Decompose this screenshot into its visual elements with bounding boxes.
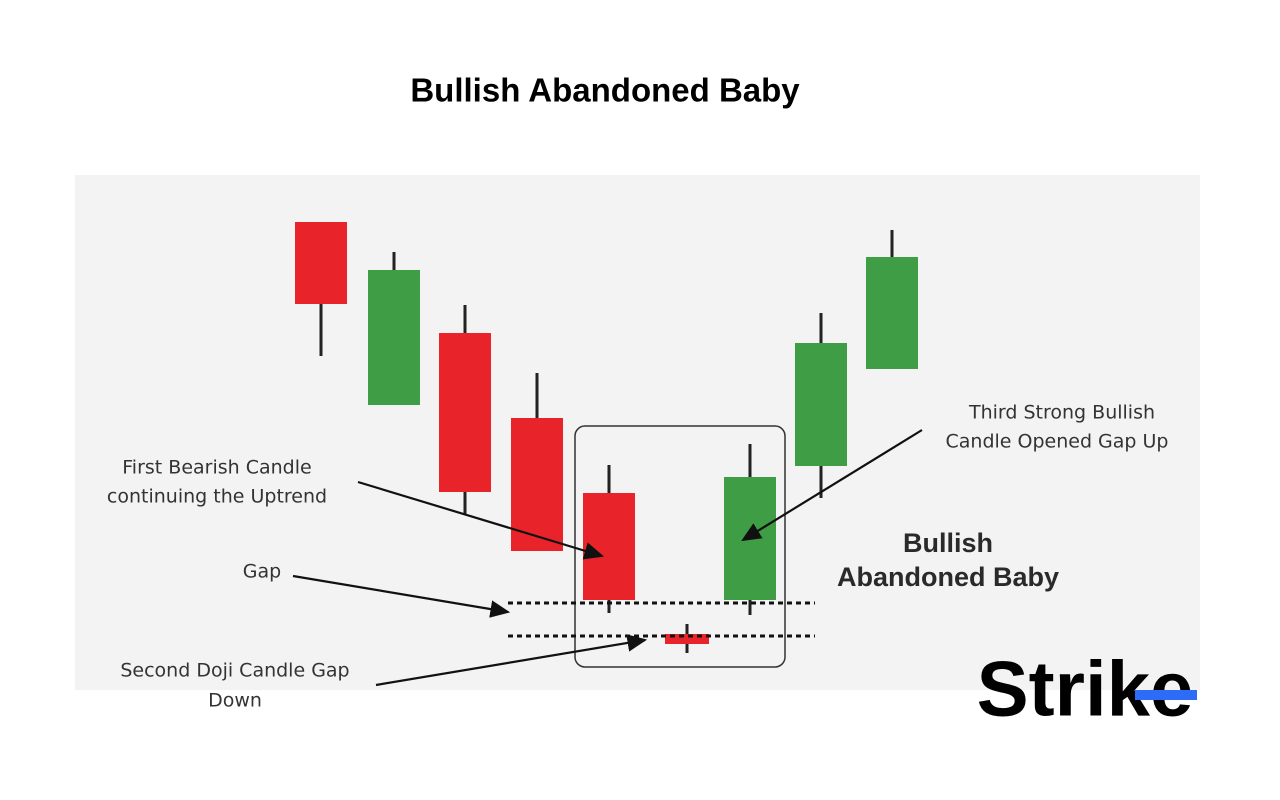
annotation: Candle Opened Gap Up: [946, 431, 1169, 453]
pattern-box: [574, 425, 786, 668]
annotation: Gap: [243, 561, 281, 583]
logo-accent: [1135, 690, 1197, 700]
pattern-label: Abandoned Baby: [837, 562, 1059, 592]
arrow: [292, 574, 511, 618]
arrow: [375, 634, 648, 687]
annotation: First Bearish Candle: [122, 457, 311, 479]
logo: Strike: [977, 645, 1194, 733]
arrow: [741, 429, 923, 542]
annotation: Third Strong Bullish: [968, 402, 1155, 424]
arrow: [357, 480, 605, 560]
annotation: Second Doji Candle Gap: [120, 660, 349, 682]
pattern-label: Bullish: [903, 528, 993, 558]
title: Bullish Abandoned Baby: [410, 72, 800, 109]
candles: [295, 222, 918, 653]
annotation: Down: [208, 690, 262, 712]
annotation: continuing the Uptrend: [107, 486, 327, 508]
